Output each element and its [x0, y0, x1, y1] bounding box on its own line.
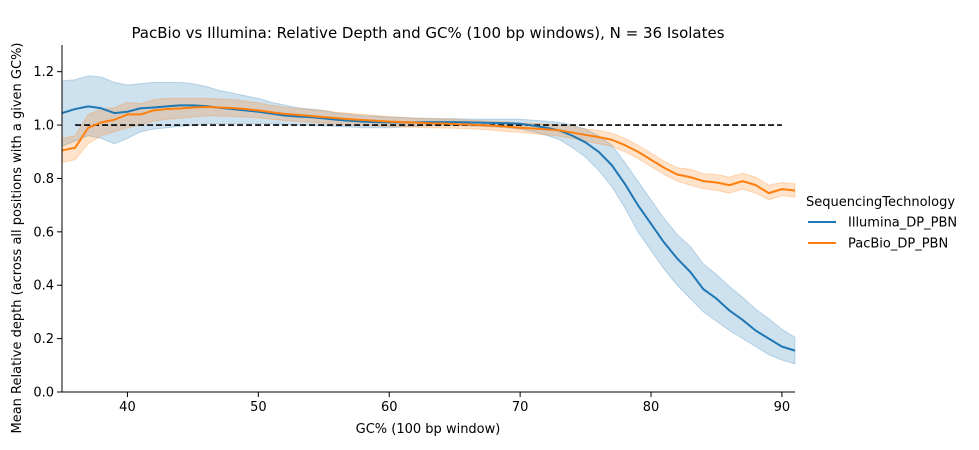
y-tick-label: 0.0 — [33, 386, 54, 401]
y-axis-label: Mean Relative depth (across all position… — [10, 43, 25, 434]
x-axis-label: GC% (100 bp window) — [356, 422, 501, 437]
x-tick-label: 40 — [119, 400, 136, 415]
y-tick-label: 0.2 — [33, 332, 54, 347]
confidence-band-0 — [61, 75, 796, 365]
y-tick-label: 0.4 — [33, 279, 54, 294]
y-tick-label: 1.2 — [33, 65, 54, 80]
y-axis: 0.0 0.2 0.4 0.6 0.8 1.0 1.2 — [33, 45, 63, 401]
y-tick-label: 0.8 — [33, 172, 54, 187]
legend-title: SequencingTechnology — [806, 195, 955, 210]
series-line-1 — [61, 105, 796, 195]
legend-items: Illumina_DP_PBN PacBio_DP_PBN — [808, 216, 957, 252]
x-tick-label: 80 — [643, 400, 660, 415]
x-tick-label: 90 — [774, 400, 791, 415]
legend-label: Illumina_DP_PBN — [848, 216, 957, 231]
x-tick-label: 60 — [381, 400, 398, 415]
legend: SequencingTechnology Illumina_DP_PBN PacB… — [806, 195, 957, 252]
y-tick-label: 0.6 — [33, 225, 54, 240]
x-axis: 40 50 60 70 80 90 — [62, 391, 795, 415]
chart-title: PacBio vs Illumina: Relative Depth and G… — [131, 24, 724, 42]
series-line-0 — [61, 104, 796, 352]
x-tick-label: 50 — [250, 400, 267, 415]
plot-area — [61, 75, 796, 365]
legend-label: PacBio_DP_PBN — [848, 237, 948, 252]
confidence-band-1 — [61, 97, 796, 201]
x-tick-label: 70 — [512, 400, 529, 415]
y-tick-label: 1.0 — [33, 119, 54, 134]
